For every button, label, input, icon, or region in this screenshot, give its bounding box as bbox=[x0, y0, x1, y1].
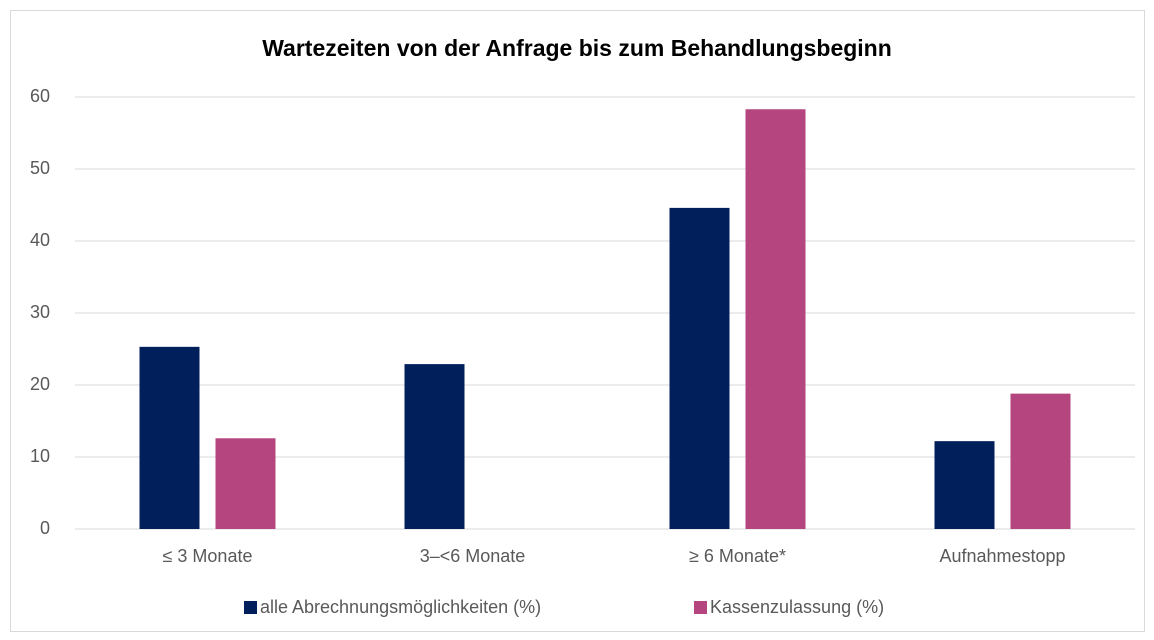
bar bbox=[1010, 393, 1071, 529]
y-tick-label: 10 bbox=[30, 446, 50, 466]
legend-label: Kassenzulassung (%) bbox=[710, 597, 884, 617]
bar bbox=[745, 109, 806, 530]
bar bbox=[215, 438, 276, 529]
x-tick-label: Aufnahmestopp bbox=[939, 546, 1065, 566]
chart-title: Wartezeiten von der Anfrage bis zum Beha… bbox=[262, 35, 892, 61]
y-tick-label: 40 bbox=[30, 230, 50, 250]
legend-label: alle Abrechnungsmöglichkeiten (%) bbox=[260, 597, 541, 617]
bar bbox=[669, 207, 730, 529]
y-tick-label: 30 bbox=[30, 302, 50, 322]
x-tick-label: ≥ 6 Monate* bbox=[689, 546, 786, 566]
legend-swatch bbox=[244, 601, 257, 614]
legend-swatch bbox=[694, 601, 707, 614]
bar bbox=[139, 346, 200, 529]
x-tick-label: ≤ 3 Monate bbox=[163, 546, 253, 566]
bar bbox=[404, 364, 465, 529]
y-tick-label: 20 bbox=[30, 374, 50, 394]
y-tick-label: 50 bbox=[30, 158, 50, 178]
chart-frame bbox=[10, 10, 1145, 632]
y-tick-label: 60 bbox=[30, 86, 50, 106]
x-tick-label: 3–<6 Monate bbox=[420, 546, 526, 566]
bar bbox=[934, 441, 995, 529]
y-tick-label: 0 bbox=[40, 518, 50, 538]
